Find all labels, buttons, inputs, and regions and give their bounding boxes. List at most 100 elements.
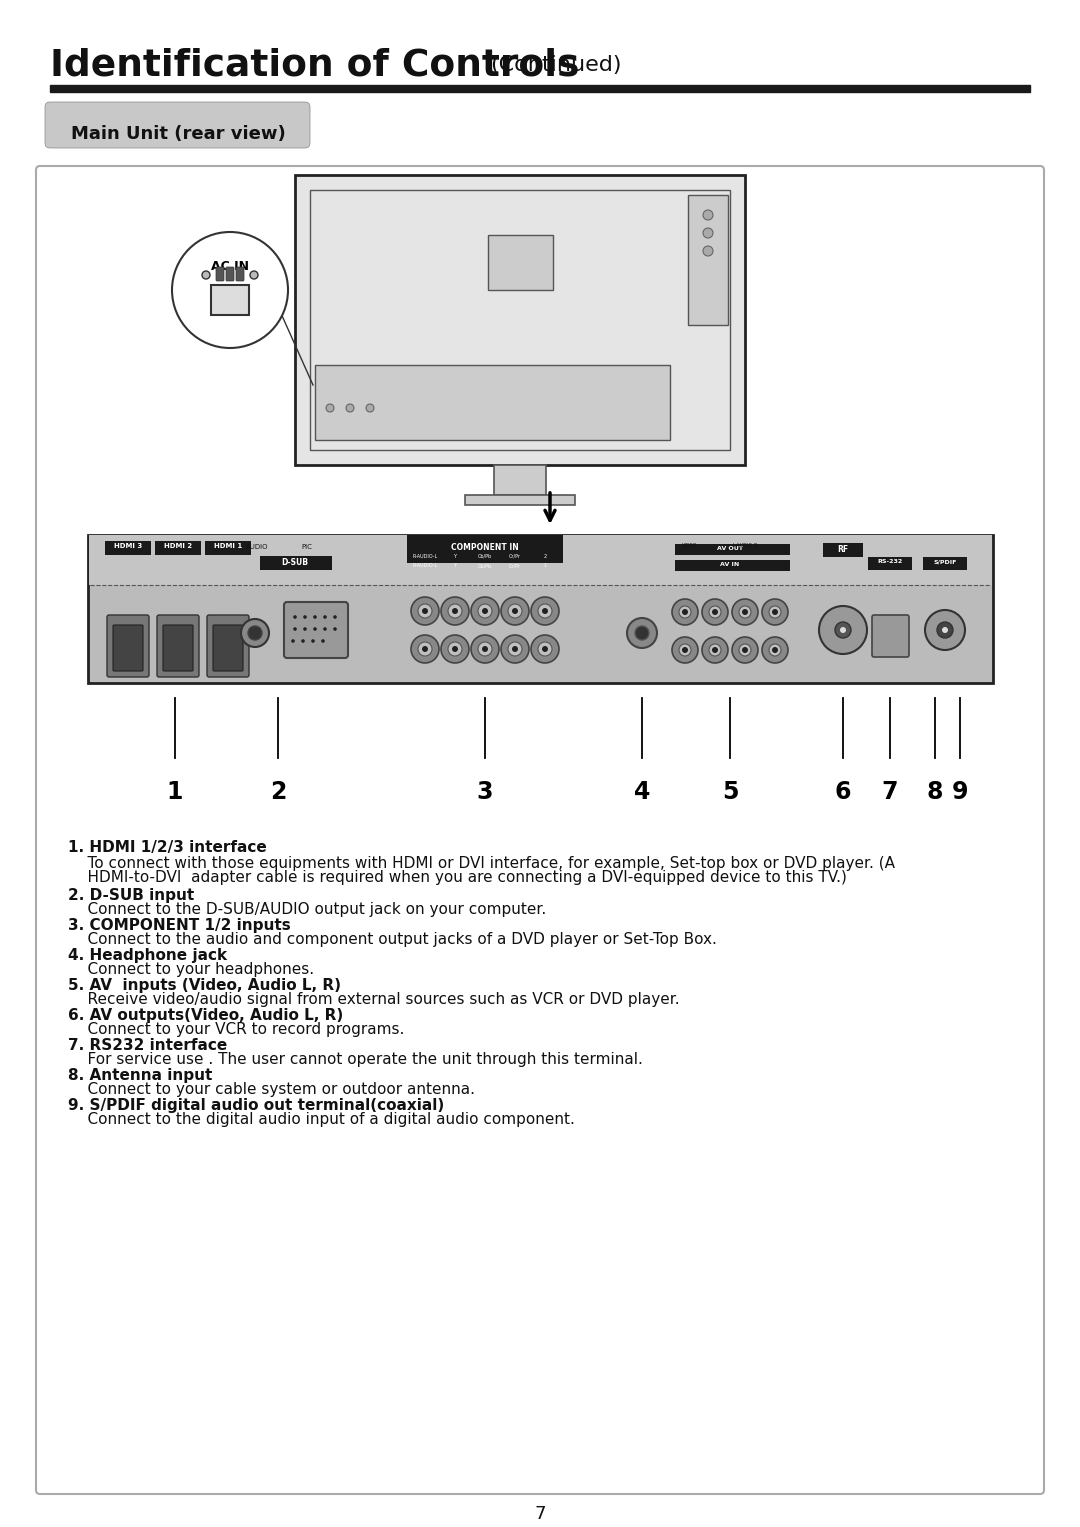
Bar xyxy=(488,235,553,290)
Text: Connect to the digital audio input of a digital audio component.: Connect to the digital audio input of a … xyxy=(68,1112,575,1127)
FancyBboxPatch shape xyxy=(157,615,199,676)
Circle shape xyxy=(471,635,499,663)
Circle shape xyxy=(313,628,316,631)
Circle shape xyxy=(311,640,314,643)
Text: Cr/Pr: Cr/Pr xyxy=(509,563,521,568)
Text: Y: Y xyxy=(454,554,457,559)
Circle shape xyxy=(672,637,698,663)
Circle shape xyxy=(478,605,492,618)
Circle shape xyxy=(840,628,846,634)
Circle shape xyxy=(313,615,316,618)
Circle shape xyxy=(681,609,688,615)
Circle shape xyxy=(241,618,269,647)
Circle shape xyxy=(172,232,288,348)
Circle shape xyxy=(712,609,718,615)
Text: D-SUB: D-SUB xyxy=(282,557,309,567)
Text: HDMI-to-DVI  adapter cable is required when you are connecting a DVI-equipped de: HDMI-to-DVI adapter cable is required wh… xyxy=(68,870,847,886)
FancyBboxPatch shape xyxy=(872,615,909,657)
Text: L-AUDIO-R: L-AUDIO-R xyxy=(732,544,758,548)
Bar xyxy=(688,195,728,325)
Text: 2: 2 xyxy=(270,780,286,805)
Text: 5. AV  inputs (Video, Audio L, R): 5. AV inputs (Video, Audio L, R) xyxy=(68,977,341,993)
Text: RS-232: RS-232 xyxy=(877,559,903,563)
Circle shape xyxy=(819,606,867,654)
Bar xyxy=(494,466,546,495)
Circle shape xyxy=(418,605,432,618)
Circle shape xyxy=(512,646,518,652)
Circle shape xyxy=(538,605,552,618)
Circle shape xyxy=(323,628,327,631)
Text: 8: 8 xyxy=(927,780,943,805)
Circle shape xyxy=(441,597,469,625)
Text: VIDEO: VIDEO xyxy=(683,544,698,548)
Text: Main Unit (rear view): Main Unit (rear view) xyxy=(70,125,285,144)
Circle shape xyxy=(303,628,307,631)
Circle shape xyxy=(411,635,438,663)
Circle shape xyxy=(249,270,258,279)
Circle shape xyxy=(703,211,713,220)
Text: 8. Antenna input: 8. Antenna input xyxy=(68,1067,213,1083)
Text: Cr/Pr: Cr/Pr xyxy=(509,554,521,559)
Circle shape xyxy=(739,606,751,618)
Circle shape xyxy=(679,606,691,618)
Circle shape xyxy=(411,597,438,625)
Circle shape xyxy=(248,626,262,640)
Text: Connect to the audio and component output jacks of a DVD player or Set-Top Box.: Connect to the audio and component outpu… xyxy=(68,931,717,947)
Circle shape xyxy=(703,228,713,238)
Bar xyxy=(923,557,967,570)
Bar xyxy=(868,557,912,570)
Circle shape xyxy=(202,270,210,279)
Circle shape xyxy=(542,608,548,614)
FancyBboxPatch shape xyxy=(36,166,1044,1493)
FancyBboxPatch shape xyxy=(216,267,224,281)
Bar xyxy=(205,541,251,554)
Circle shape xyxy=(293,628,297,631)
Text: 7: 7 xyxy=(535,1506,545,1522)
Text: Cb/Pb: Cb/Pb xyxy=(478,554,492,559)
Text: HDMI 3: HDMI 3 xyxy=(113,544,143,550)
Circle shape xyxy=(346,405,354,412)
Circle shape xyxy=(301,640,305,643)
Bar xyxy=(50,86,1030,92)
Bar xyxy=(105,541,151,554)
Text: HDMI 2: HDMI 2 xyxy=(164,544,192,550)
FancyBboxPatch shape xyxy=(213,625,243,670)
Text: 7. RS232 interface: 7. RS232 interface xyxy=(68,1038,227,1054)
Circle shape xyxy=(742,609,748,615)
Text: (Continued): (Continued) xyxy=(490,55,621,75)
Text: 5: 5 xyxy=(721,780,739,805)
Circle shape xyxy=(635,626,649,640)
Text: COMPONENT IN: COMPONENT IN xyxy=(451,544,518,551)
Text: PIC: PIC xyxy=(301,544,312,550)
Text: 7: 7 xyxy=(881,780,899,805)
Circle shape xyxy=(441,635,469,663)
Circle shape xyxy=(292,640,295,643)
Circle shape xyxy=(772,647,778,654)
Circle shape xyxy=(501,635,529,663)
Circle shape xyxy=(679,644,691,657)
Circle shape xyxy=(422,608,428,614)
Circle shape xyxy=(482,608,488,614)
Bar xyxy=(823,544,863,557)
Circle shape xyxy=(681,647,688,654)
Text: To connect with those equipments with HDMI or DVI interface, for example, Set-to: To connect with those equipments with HD… xyxy=(68,857,895,870)
Circle shape xyxy=(478,641,492,657)
Circle shape xyxy=(538,641,552,657)
Circle shape xyxy=(321,640,325,643)
Text: R-AUDIO-L: R-AUDIO-L xyxy=(413,554,437,559)
Circle shape xyxy=(739,644,751,657)
Text: 6: 6 xyxy=(835,780,851,805)
Circle shape xyxy=(835,621,851,638)
Circle shape xyxy=(453,646,458,652)
Circle shape xyxy=(418,641,432,657)
Text: AUDIO: AUDIO xyxy=(246,544,268,550)
Circle shape xyxy=(708,644,721,657)
Circle shape xyxy=(702,637,728,663)
Text: AV OUT: AV OUT xyxy=(717,547,743,551)
Bar xyxy=(89,534,993,585)
Circle shape xyxy=(323,615,327,618)
Bar xyxy=(211,286,249,315)
Text: Cb/Pb: Cb/Pb xyxy=(478,563,492,568)
Circle shape xyxy=(762,599,788,625)
Text: AC IN: AC IN xyxy=(211,260,249,273)
